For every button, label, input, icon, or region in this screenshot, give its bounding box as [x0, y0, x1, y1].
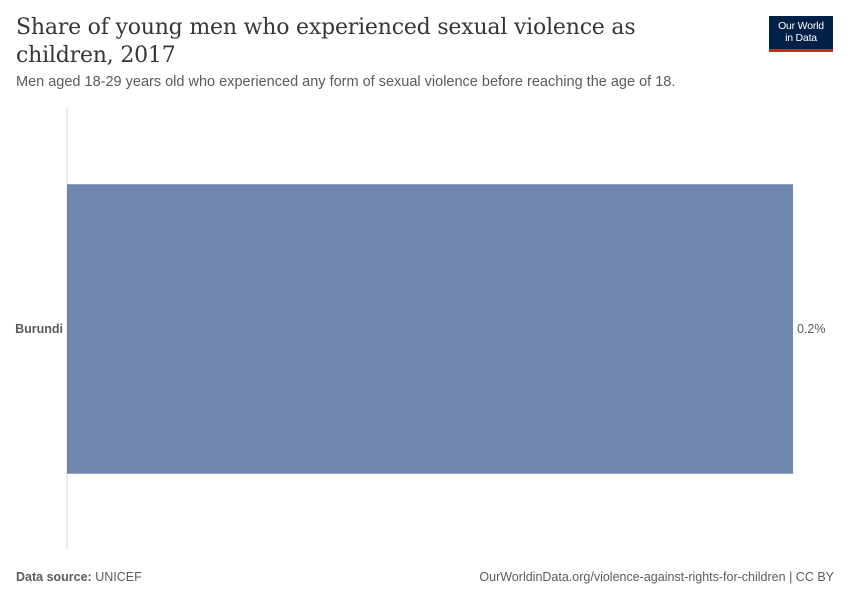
chart-title: Share of young men who experienced sexua…: [16, 15, 636, 68]
source-url-link[interactable]: OurWorldinData.org/violence-against-righ…: [479, 570, 786, 584]
logo-line-2: in Data: [785, 31, 817, 44]
data-source-value: UNICEF: [95, 570, 142, 584]
license-link[interactable]: CC BY: [795, 570, 834, 584]
footer-separator: |: [789, 570, 796, 584]
category-label: Burundi: [15, 322, 63, 336]
owid-logo[interactable]: Our World in Data: [769, 16, 833, 52]
footer-credits: OurWorldinData.org/violence-against-righ…: [479, 570, 834, 584]
data-source: Data source: UNICEF: [16, 570, 142, 584]
bar-burundi[interactable]: [67, 184, 793, 474]
bar-chart: Burundi 0.2%: [15, 108, 826, 550]
logo-line-1: Our World: [778, 20, 824, 32]
data-source-label: Data source:: [16, 570, 92, 584]
value-label: 0.2%: [797, 322, 826, 336]
chart-subtitle: Men aged 18-29 years old who experienced…: [16, 74, 676, 90]
